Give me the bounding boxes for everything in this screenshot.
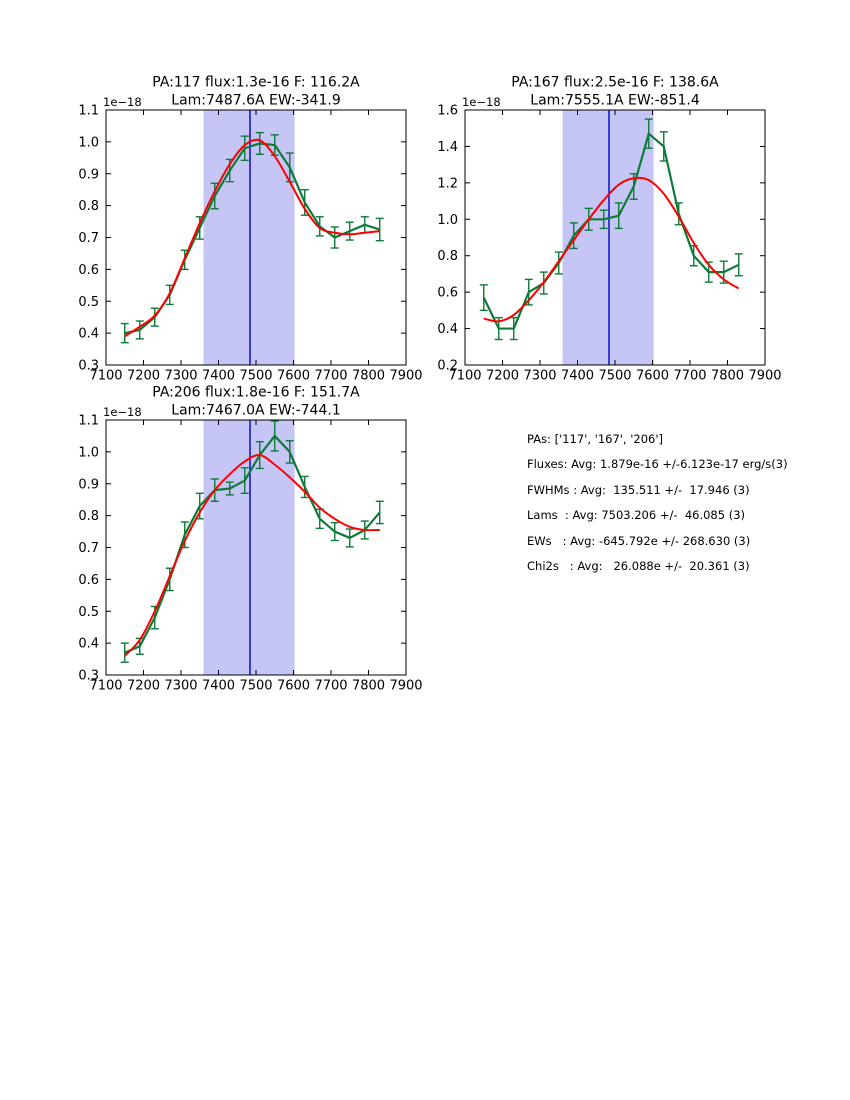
- x-axis-tick-label: 7800: [352, 369, 385, 384]
- y-axis-tick-label: 0.6: [437, 286, 458, 301]
- chart-title-line1: PA:117 flux:1.3e-16 F: 116.2A: [152, 75, 360, 91]
- x-axis-tick-label: 7500: [598, 369, 631, 384]
- chart-title-line1: PA:167 flux:2.5e-16 F: 138.6A: [511, 75, 719, 91]
- y-axis-tick-label: 0.5: [78, 295, 99, 310]
- x-axis-tick-label: 7500: [239, 679, 272, 694]
- y-axis-tick-label: 1.1: [78, 414, 99, 429]
- integration-band: [203, 420, 295, 675]
- x-axis-tick-label: 7800: [711, 369, 744, 384]
- x-axis-tick-label: 7400: [561, 369, 594, 384]
- x-axis-tick-label: 7600: [277, 679, 310, 694]
- stats-line-ews: EWs : Avg: -645.792e +/- 268.630 (3): [527, 533, 751, 548]
- x-axis-tick-label: 7800: [352, 679, 385, 694]
- y-axis-tick-label: 1.1: [78, 104, 99, 119]
- chart-pa206: 7100 7200 7300 7400 7500 7600 7700 7800 7900 0.3 0…: [78, 385, 422, 694]
- x-axis-tick-label: 7600: [636, 369, 669, 384]
- y-axis-tick-label: 1.0: [437, 213, 458, 228]
- y-offset-label: 1e−18: [103, 95, 142, 109]
- stats-line-chi2s: Chi2s : Avg: 26.088e +/- 20.361 (3): [527, 559, 750, 574]
- stats-line-fluxes: Fluxes: Avg: 1.879e-16 +/-6.123e-17 erg/…: [527, 457, 788, 472]
- x-axis-tick-label: 7900: [748, 369, 781, 384]
- x-axis-tick-label: 7400: [202, 369, 235, 384]
- stats-panel: PAs: ['117', '167', '206'] Fluxes: Avg: …: [527, 427, 788, 579]
- spectrum-data-line: [124, 434, 381, 654]
- spectrum-data-line: [482, 132, 740, 330]
- x-axis-tick-label: 7500: [239, 369, 272, 384]
- x-axis-tick-label: 7300: [164, 679, 197, 694]
- y-axis-tick-label: 0.8: [437, 249, 458, 264]
- y-offset-label: 1e−18: [462, 95, 501, 109]
- x-axis-tick-label: 7200: [127, 369, 160, 384]
- y-axis-tick-label: 0.9: [78, 167, 99, 182]
- stats-line-pas: PAs: ['117', '167', '206']: [527, 432, 664, 446]
- y-axis-tick-label: 0.6: [78, 573, 99, 588]
- gaussian-fit-line: [483, 176, 740, 323]
- y-axis-tick-label: 0.8: [78, 199, 99, 214]
- x-axis-tick-label: 7600: [277, 369, 310, 384]
- x-axis-tick-label: 7100: [89, 369, 122, 384]
- gaussian-fit-line: [124, 454, 380, 657]
- x-axis-tick-label: 7900: [389, 679, 422, 694]
- x-axis-tick-label: 7200: [127, 679, 160, 694]
- x-axis-tick-label: 7100: [89, 679, 122, 694]
- y-axis-tick-label: 0.8: [78, 509, 99, 524]
- y-axis-tick-label: 0.7: [78, 231, 99, 246]
- y-axis-tick-label: 0.2: [437, 359, 458, 374]
- chart-title-line2: Lam:7487.6A EW:-341.9: [171, 93, 340, 109]
- y-axis-tick-label: 0.9: [78, 477, 99, 492]
- y-axis-tick-label: 1.0: [78, 445, 99, 460]
- stats-line-fwhms: FWHMs : Avg: 135.511 +/- 17.946 (3): [527, 482, 750, 497]
- chart-pa167: 7100 7200 7300 7400 7500 7600 7700 7800 7900 0.2 0…: [437, 75, 781, 384]
- x-axis-tick-label: 7700: [673, 369, 706, 384]
- stats-line-lams: Lams : Avg: 7503.206 +/- 46.085 (3): [527, 508, 746, 523]
- chart-title-line2: Lam:7555.1A EW:-851.4: [530, 93, 700, 109]
- x-axis-tick-label: 7400: [202, 679, 235, 694]
- chart-title-line2: Lam:7467.0A EW:-744.1: [171, 403, 340, 419]
- y-axis-tick-label: 0.4: [437, 322, 458, 337]
- y-axis-tick-label: 1.0: [78, 135, 99, 150]
- y-axis-tick-label: 0.4: [78, 637, 99, 652]
- x-axis-tick-label: 7700: [314, 679, 347, 694]
- y-axis-tick-label: 0.3: [78, 359, 99, 374]
- integration-band: [562, 110, 654, 365]
- x-axis-tick-label: 7700: [314, 369, 347, 384]
- y-axis-tick-label: 0.3: [78, 669, 99, 684]
- y-axis-tick-label: 0.6: [78, 263, 99, 278]
- x-axis-tick-label: 7200: [486, 369, 519, 384]
- y-axis-tick-label: 1.4: [437, 140, 458, 155]
- integration-band: [203, 110, 295, 365]
- y-axis-tick-label: 0.5: [78, 605, 99, 620]
- y-offset-label: 1e−18: [103, 405, 142, 419]
- y-axis-tick-label: 1.2: [437, 176, 458, 191]
- x-axis-tick-label: 7100: [448, 369, 481, 384]
- y-axis-tick-label: 1.6: [437, 104, 458, 119]
- x-axis-tick-label: 7300: [523, 369, 556, 384]
- chart-pa117: 7100 7200 7300 7400 7500 7600 7700 7800 7900 0.3 0…: [78, 75, 422, 384]
- x-axis-tick-label: 7300: [164, 369, 197, 384]
- gaussian-fit-line: [124, 138, 380, 338]
- y-axis-tick-label: 0.7: [78, 541, 99, 556]
- x-axis-tick-label: 7900: [389, 369, 422, 384]
- chart-title-line1: PA:206 flux:1.8e-16 F: 151.7A: [152, 385, 360, 401]
- y-axis-tick-label: 0.4: [78, 327, 99, 342]
